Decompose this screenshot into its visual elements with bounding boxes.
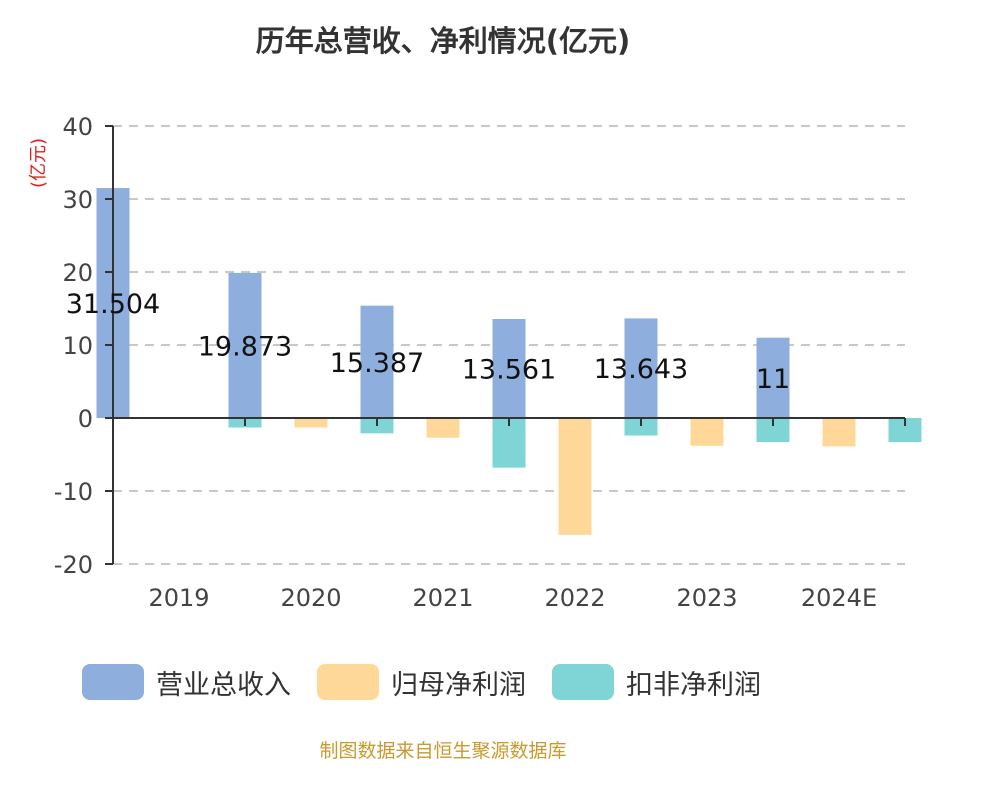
data-label-2024E: 11 <box>756 364 790 395</box>
x-tick-label-2022: 2022 <box>544 584 605 612</box>
legend-item-0[interactable]: 营业总收入 <box>82 663 291 702</box>
bar-2022-series-1 <box>558 418 592 535</box>
y-tick-label: 30 <box>62 186 93 214</box>
legend-item-2[interactable]: 扣非净利润 <box>552 663 761 702</box>
bar-2022-series-0 <box>492 319 526 418</box>
legend-label: 归母净利润 <box>391 669 526 701</box>
x-tick-label-2023: 2023 <box>676 584 737 612</box>
chart-title: 历年总营收、净利情况(亿元) <box>255 24 631 58</box>
y-tick-label: -20 <box>54 551 93 579</box>
y-tick-label: 10 <box>62 332 93 360</box>
legend-label: 营业总收入 <box>156 669 291 701</box>
legend-swatch <box>552 664 614 700</box>
bar-2022-series-2 <box>624 418 658 436</box>
bar-2021-series-0 <box>360 305 394 418</box>
bar-2023-series-0 <box>624 318 658 418</box>
bar-2023-series-1 <box>690 418 724 446</box>
bar-2021-series-1 <box>426 418 460 438</box>
y-tick-label: 0 <box>78 405 93 433</box>
y-tick-label: -10 <box>54 478 93 506</box>
legend-swatch <box>317 664 379 700</box>
x-tick-label-2020: 2020 <box>280 584 341 612</box>
labels: 40 30 20 10 0 -10 -20 2019 2020 2021 2022 2023 2024E… <box>54 113 877 612</box>
data-label-2022: 13.561 <box>462 355 556 386</box>
bar-2024E-series-1 <box>822 418 856 447</box>
data-label-2020: 19.873 <box>198 331 292 362</box>
legend-swatch <box>82 664 144 700</box>
bar-2024E-series-0 <box>756 337 790 418</box>
source-note: 制图数据来自恒生聚源数据库 <box>319 740 567 762</box>
y-tick-label: 20 <box>62 259 93 287</box>
y-tick-label: 40 <box>62 113 93 141</box>
axes <box>105 125 906 565</box>
x-tick-label-2024E: 2024E <box>801 584 877 612</box>
data-label-2023: 13.643 <box>594 354 688 385</box>
legend: 营业总收入 归母净利润 扣非净利润 <box>82 662 787 702</box>
data-label-2021: 15.387 <box>330 348 424 379</box>
bars <box>96 188 922 535</box>
bar-chart: 40 30 20 10 0 -10 -20 2019 2020 2021 2022 2023 2024E… <box>54 113 922 612</box>
x-tick-label-2019: 2019 <box>148 584 209 612</box>
legend-item-1[interactable]: 归母净利润 <box>317 663 526 702</box>
data-label-2019: 31.504 <box>66 289 160 320</box>
x-tick-label-2021: 2021 <box>412 584 473 612</box>
bar-2020-series-1 <box>294 418 328 428</box>
bar-2020-series-0 <box>228 272 262 418</box>
legend-label: 扣非净利润 <box>626 669 761 701</box>
bar-2021-series-2 <box>492 418 526 468</box>
